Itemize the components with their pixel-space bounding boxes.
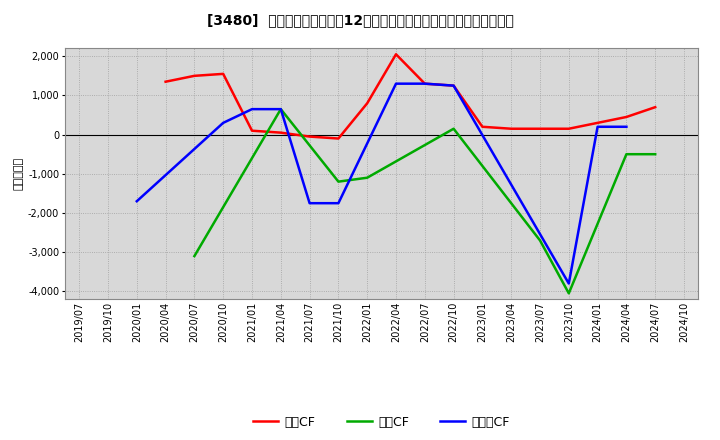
営業CF xyxy=(392,51,400,57)
営業CF xyxy=(276,130,285,135)
営業CF xyxy=(334,136,343,141)
営業CF xyxy=(363,101,372,106)
フリーCF xyxy=(392,81,400,86)
営業CF xyxy=(161,79,170,84)
フリーCF xyxy=(248,106,256,112)
Legend: 営業CF, 投資CF, フリーCF: 営業CF, 投資CF, フリーCF xyxy=(248,411,515,434)
営業CF xyxy=(219,71,228,77)
投資CF xyxy=(622,151,631,157)
投資CF xyxy=(536,238,544,243)
Line: フリーCF: フリーCF xyxy=(137,84,626,283)
フリーCF xyxy=(420,81,429,86)
営業CF xyxy=(593,120,602,125)
営業CF xyxy=(305,134,314,139)
投資CF xyxy=(651,151,660,157)
営業CF xyxy=(190,73,199,78)
営業CF xyxy=(449,83,458,88)
Line: 営業CF: 営業CF xyxy=(166,54,655,139)
投資CF xyxy=(276,106,285,112)
フリーCF xyxy=(593,124,602,129)
フリーCF xyxy=(622,124,631,129)
フリーCF xyxy=(219,120,228,125)
フリーCF xyxy=(305,201,314,206)
Line: 投資CF: 投資CF xyxy=(194,109,655,293)
営業CF xyxy=(651,105,660,110)
営業CF xyxy=(478,124,487,129)
営業CF xyxy=(420,81,429,86)
投資CF xyxy=(564,291,573,296)
営業CF xyxy=(248,128,256,133)
フリーCF xyxy=(334,201,343,206)
Y-axis label: （百万円）: （百万円） xyxy=(14,157,24,191)
Text: [3480]  キャッシュフローの12か月移動合計の対前年同期増減額の推移: [3480] キャッシュフローの12か月移動合計の対前年同期増減額の推移 xyxy=(207,13,513,27)
営業CF xyxy=(622,114,631,120)
投資CF xyxy=(190,253,199,259)
投資CF xyxy=(334,179,343,184)
フリーCF xyxy=(449,83,458,88)
営業CF xyxy=(507,126,516,132)
投資CF xyxy=(449,126,458,132)
営業CF xyxy=(536,126,544,132)
営業CF xyxy=(564,126,573,132)
フリーCF xyxy=(564,281,573,286)
フリーCF xyxy=(276,106,285,112)
フリーCF xyxy=(132,198,141,204)
投資CF xyxy=(363,175,372,180)
